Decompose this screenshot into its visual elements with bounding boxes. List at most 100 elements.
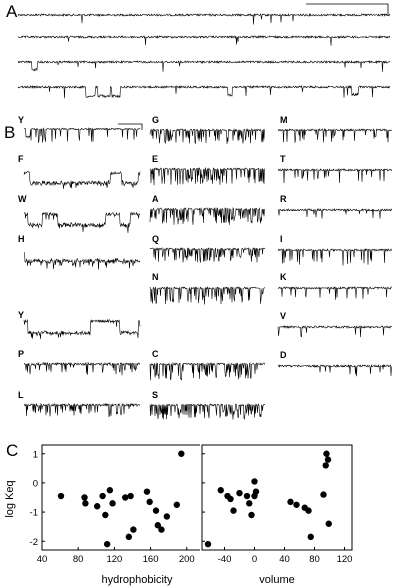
trace-b-col3-7 — [277, 363, 393, 377]
plot1-data-point — [93, 503, 101, 510]
trace-label-col1-4: H — [18, 234, 25, 244]
scatter-plot-volume: -40 0 40 80 120 volume — [201, 444, 353, 586]
trace-b-col2-6 — [149, 361, 266, 381]
plot1-ytick-label: 1 — [33, 449, 38, 460]
plot1-data-point — [106, 487, 114, 494]
trace-b-col1-1 — [23, 127, 141, 143]
plot1-data-point — [154, 522, 162, 529]
plot1-data-point — [103, 540, 111, 548]
plot2-data-point — [324, 456, 332, 463]
trace-label-col2-3: A — [152, 194, 159, 204]
channel-recording-traces — [17, 3, 393, 420]
plot2-data-point — [251, 478, 258, 485]
plot1-data-point — [143, 488, 151, 495]
plot1-xtick-label: 40 — [37, 554, 48, 565]
plot1-data-point — [163, 513, 171, 520]
trace-b-col3-1 — [277, 127, 393, 143]
trace-label-col3-6: V — [280, 311, 287, 321]
plot1-ytick-label: 0 — [33, 478, 38, 489]
plot2-data-point — [217, 487, 224, 494]
plot1-data-point — [146, 498, 153, 506]
plot1-axes — [41, 444, 200, 551]
trace-b-col2-1 — [149, 128, 266, 145]
plot2-data-point — [293, 501, 300, 508]
plot2-data-point — [230, 507, 237, 514]
scale-bar-b — [118, 123, 143, 130]
plot2-data-point — [307, 533, 314, 541]
trace-label-col2-1: G — [152, 115, 160, 125]
trace-b-col2-5 — [149, 286, 266, 305]
trace-b-col3-4 — [277, 248, 392, 266]
trace-label-col3-3: R — [280, 194, 287, 204]
trace-b-col1-7 — [23, 402, 141, 418]
plot2-frame — [201, 444, 353, 551]
plot2-data-point — [246, 500, 253, 507]
trace-label-col2-5: N — [152, 272, 159, 282]
plot1-data-point — [99, 492, 106, 500]
plot2-points — [204, 450, 332, 548]
trace-b-col1-5 — [23, 318, 141, 340]
plot2-data-point — [325, 520, 332, 527]
trace-label-col1-1: Y — [18, 115, 25, 125]
trace-label-col1-3: W — [18, 194, 27, 204]
plot1-xtick-label: 160 — [143, 554, 159, 565]
plot1-data-point — [130, 526, 137, 533]
plot2-ticks: -40 0 40 80 120 — [202, 453, 353, 565]
trace-label-col2-2: E — [152, 154, 159, 164]
trace-b-col2-4 — [149, 246, 266, 263]
plot2-xtick-label: 120 — [337, 554, 353, 565]
trace-label-col3-7: D — [280, 350, 287, 360]
trace-b-col1-3 — [23, 211, 141, 233]
trace-a-2 — [17, 34, 391, 46]
trace-b-col2-2 — [149, 166, 266, 186]
trace-label-col1-7: L — [18, 390, 24, 400]
plot1-xtick-label: 120 — [106, 554, 122, 565]
trace-b-col3-6 — [277, 325, 392, 338]
plot2-data-point — [322, 462, 329, 469]
trace-label-col2-6: C — [152, 349, 159, 359]
plot1-data-point — [158, 526, 165, 533]
plot1-xlabel: hydrophobicity — [102, 574, 173, 586]
plot1-xtick-label: 200 — [179, 554, 195, 565]
panel-label-b: B — [4, 123, 16, 142]
plot2-xtick-label: 40 — [279, 554, 290, 565]
plot2-xtick-label: -40 — [218, 554, 232, 565]
trace-label-col2-4: Q — [152, 234, 160, 244]
plot1-data-point — [109, 500, 116, 507]
plot1-data-point — [57, 492, 65, 500]
plot2-data-point — [252, 488, 260, 495]
plot1-ytick-label: -1 — [30, 508, 38, 519]
plot1-data-point — [152, 507, 160, 514]
trace-b-col3-2 — [277, 168, 393, 184]
plot2-data-point — [287, 498, 294, 506]
plot1-ylabel: log Keq — [4, 480, 16, 517]
trace-label-col2-7: S — [152, 390, 159, 400]
trace-b-col1-2 — [23, 170, 141, 189]
plot1-data-point — [127, 492, 134, 500]
plot1-points — [57, 450, 185, 548]
plot2-xlabel: volume — [259, 574, 294, 586]
panel-label-a: A — [6, 2, 18, 21]
trace-label-col1-2: F — [18, 154, 24, 164]
plot1-frame — [41, 444, 200, 551]
plot2-data-point — [243, 492, 251, 500]
plot2-data-point — [320, 491, 327, 498]
plot2-data-point — [236, 489, 243, 497]
scatter-plot-hydrophobicity: 408012016020024010-1-2 log Keq hydrophob… — [4, 444, 200, 586]
trace-label-col3-2: T — [280, 154, 286, 164]
plot2-xtick-label: 80 — [309, 554, 320, 565]
plot2-data-point — [227, 495, 234, 503]
plot1-ytick-label: -2 — [30, 537, 38, 548]
trace-label-col3-5: K — [280, 272, 287, 282]
trace-b-col3-3 — [277, 208, 393, 219]
trace-label-col1-5: Y — [18, 310, 25, 320]
scale-bar-a — [306, 3, 389, 14]
trace-label-col3-4: I — [280, 234, 283, 244]
plot2-xtick-label: 0 — [252, 554, 257, 565]
trace-a-3 — [17, 59, 391, 72]
trace-label-col1-6: P — [18, 349, 25, 359]
plot1-data-point — [122, 494, 129, 501]
trace-b-col1-4 — [23, 252, 141, 270]
plot1-data-point — [82, 500, 89, 507]
plot1-data-point — [81, 494, 88, 501]
